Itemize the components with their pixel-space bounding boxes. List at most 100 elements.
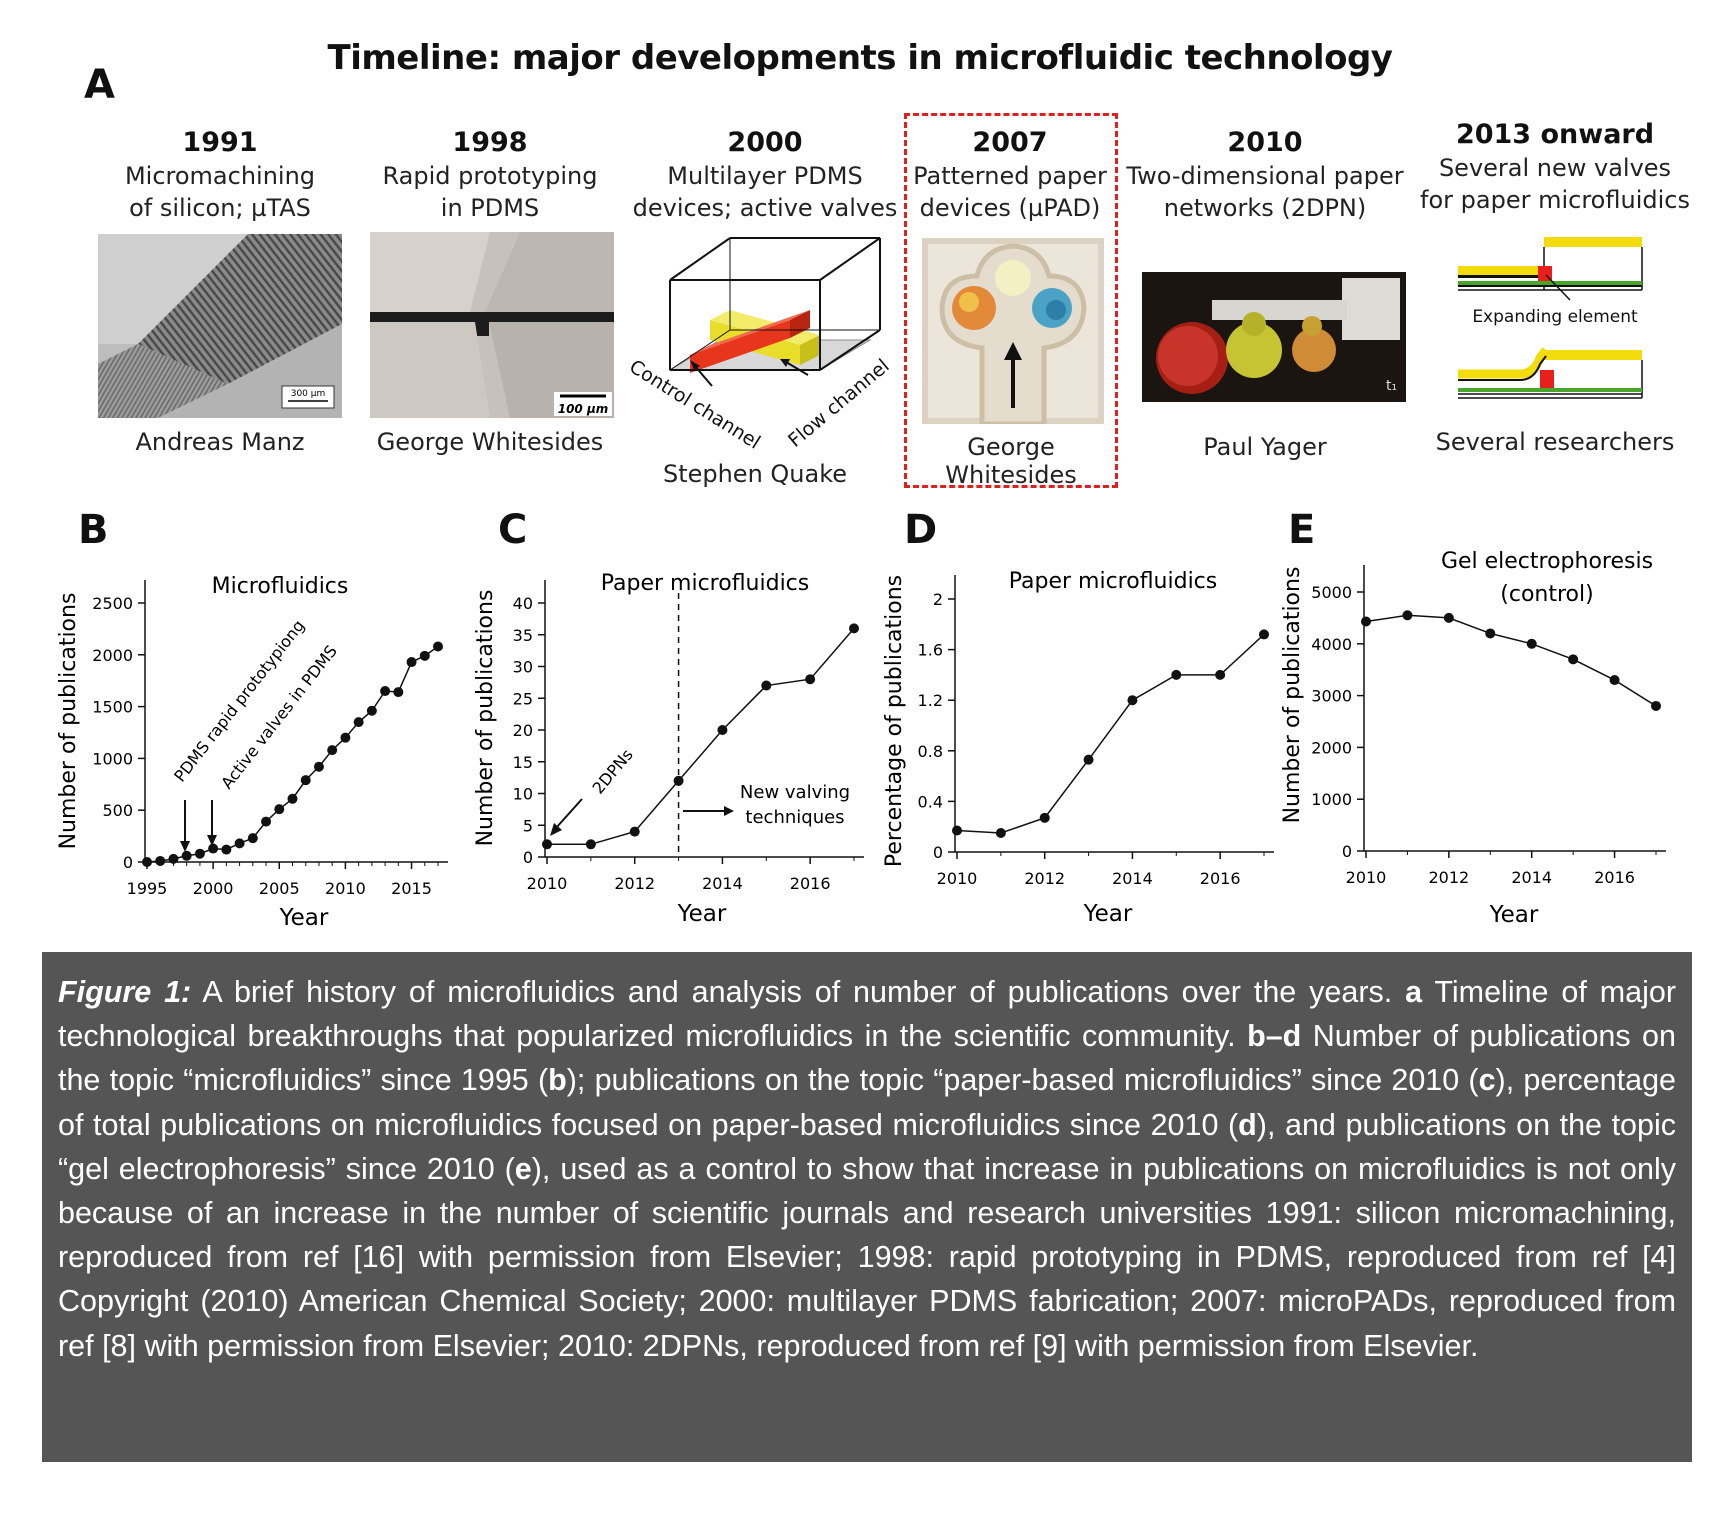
- chart-title: Paper microfluidics: [601, 571, 810, 596]
- data-point: [1526, 638, 1537, 649]
- timeline-desc: Several new valves: [1438, 154, 1672, 182]
- caption-bold: b–d: [1247, 1019, 1302, 1054]
- figure-title: Timeline: major developments in microflu…: [327, 38, 1393, 78]
- chart-b: 0 500 1000 1500 2000 2500 1995 2000 2005 2010 2015…: [56, 574, 448, 931]
- y-tick-label: 4000: [1311, 635, 1352, 654]
- chart-title-line2: (control): [1500, 582, 1593, 607]
- y-tick-label: 25: [513, 689, 533, 708]
- person-name: Several researchers: [1435, 428, 1675, 456]
- chart-e: 0 1000 2000 3000 4000 5000 2010 2012 2014 2016 Ge…: [1280, 549, 1666, 928]
- data-point: [433, 641, 443, 652]
- timeline-desc: networks (2DPN): [1163, 194, 1367, 222]
- y-tick-label: 35: [513, 626, 533, 645]
- caption-text: A brief history of microfluidics and ana…: [191, 975, 1406, 1009]
- y-tick-label: 5000: [1311, 583, 1352, 602]
- data-point: [380, 686, 391, 697]
- data-point: [1083, 754, 1094, 765]
- timeline-desc: of silicon; µTAS: [129, 194, 311, 222]
- y-tick-label: 1.2: [918, 691, 943, 710]
- scalebar-label: 100 µm: [558, 402, 609, 416]
- data-point: [1402, 610, 1413, 621]
- y-tick-label: 2: [933, 590, 943, 609]
- annotation-new-valving-line2: techniques: [745, 807, 844, 828]
- pdms-prototyping-image: 100 µm: [370, 232, 614, 418]
- y-tick-label: 2000: [1311, 738, 1352, 757]
- data-point: [995, 828, 1006, 839]
- caption-bold: c: [1478, 1063, 1496, 1098]
- scalebar-label: 300 µm: [291, 389, 326, 399]
- data-point: [393, 687, 404, 698]
- data-point: [1259, 629, 1269, 640]
- y-tick-label: 0: [123, 853, 133, 872]
- timeline-desc: Multilayer PDMS: [667, 162, 863, 190]
- y-tick-label: 2000: [92, 646, 133, 665]
- chart-title: Gel electrophoresis: [1441, 549, 1653, 574]
- timeline-desc: devices (µPAD): [919, 194, 1101, 222]
- caption-bold: d: [1238, 1107, 1257, 1142]
- data-point: [181, 850, 192, 861]
- y-axis-label: Number of publications: [473, 590, 498, 847]
- person-name: Andreas Manz: [135, 428, 305, 456]
- y-tick-label: 1000: [92, 749, 133, 768]
- timeline-desc: devices; active valves: [632, 194, 898, 222]
- x-tick-label: 2010: [1346, 868, 1387, 887]
- timeline-desc: for paper microfluidics: [1420, 186, 1690, 214]
- x-tick-label: 2005: [259, 879, 300, 898]
- y-tick-label: 0: [523, 848, 533, 867]
- x-tick-label: 2010: [937, 869, 978, 888]
- y-tick-label: 1500: [92, 698, 133, 717]
- data-point: [194, 848, 205, 859]
- time-label: t₁: [1386, 378, 1397, 394]
- figure-caption: Figure 1: A brief history of microfluidi…: [42, 952, 1692, 1462]
- x-tick-label: 2016: [1200, 869, 1241, 888]
- caption-bold: b: [548, 1063, 567, 1098]
- data-point: [1215, 669, 1226, 680]
- expanding-element-label: Expanding element: [1472, 307, 1638, 327]
- caption-text: ), used as a control to show that increa…: [58, 1151, 1676, 1363]
- caption-text: ); publications on the topic “paper-base…: [566, 1063, 1479, 1098]
- person-name: George Whitesides: [376, 428, 604, 456]
- x-tick-label: 2015: [391, 879, 432, 898]
- timeline-year: 2013 onward: [1455, 119, 1655, 150]
- panel-label-c: C: [498, 507, 528, 553]
- data-point: [168, 853, 179, 864]
- data-point: [313, 761, 324, 772]
- x-axis-label: Year: [1083, 901, 1133, 927]
- series-line: [956, 633, 1265, 834]
- data-point: [1443, 612, 1454, 623]
- y-tick-label: 30: [513, 658, 533, 677]
- y-tick-label: 15: [513, 753, 533, 772]
- data-point: [761, 680, 772, 691]
- data-point: [1127, 695, 1138, 706]
- highlight-2007-box: [904, 113, 1118, 488]
- x-tick-label: 2014: [702, 874, 743, 893]
- data-point: [585, 839, 596, 850]
- x-tick-label: 2010: [325, 879, 366, 898]
- timeline-year: 2010: [1227, 127, 1303, 158]
- caption-bold: e: [514, 1151, 532, 1186]
- data-point: [419, 650, 430, 661]
- caption-text: ), percentage of total publications on m…: [58, 1063, 1676, 1142]
- data-point: [327, 745, 338, 756]
- panel-label-e: E: [1288, 507, 1316, 553]
- data-point: [340, 732, 351, 743]
- y-tick-label: 40: [513, 594, 533, 613]
- person-name: Stephen Quake: [662, 460, 848, 488]
- data-point: [353, 717, 364, 728]
- x-axis-label: Year: [279, 905, 329, 931]
- data-point: [1171, 669, 1182, 680]
- data-point: [849, 623, 859, 634]
- panel-label-a: A: [84, 62, 115, 108]
- y-tick-label: 0.8: [918, 742, 943, 761]
- timeline-desc: Two-dimensional paper: [1126, 162, 1404, 190]
- caption-bold: a: [1405, 975, 1423, 1009]
- x-tick-label: 2012: [1024, 869, 1065, 888]
- y-tick-label: 2500: [92, 594, 133, 613]
- data-point: [1651, 700, 1661, 711]
- data-point: [274, 804, 285, 815]
- chart-c: 0 5 10 15 20 25 30 35 40 2010 2012 2014 2016 Paper m…: [473, 571, 864, 927]
- panel-label-d: D: [904, 507, 938, 553]
- x-tick-label: 2016: [790, 874, 831, 893]
- data-point: [1485, 628, 1496, 639]
- x-tick-label: 2014: [1511, 868, 1552, 887]
